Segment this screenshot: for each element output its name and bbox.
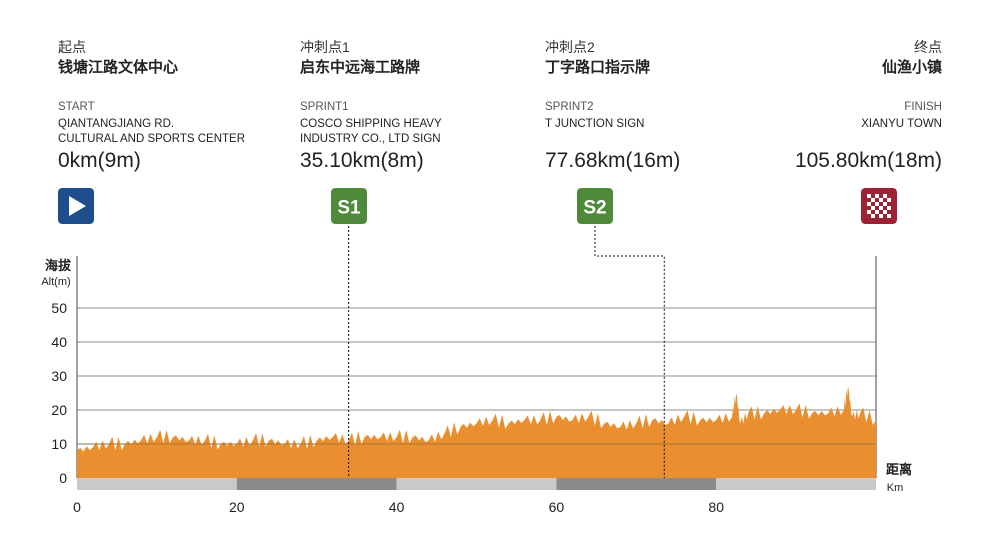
sprint-marker-lines [348,226,665,478]
x-axis-label-en: Km [887,482,904,494]
x-tick-label: 40 [389,499,405,515]
checker-square [887,214,891,218]
waypoint-start: 起点 钱塘江路文体中心 START QIANTANGJIANG RD. CULT… [58,38,288,174]
x-axis-label-cn: 距离 [886,462,912,477]
waypoint-distance: 35.10km(8m) [300,149,424,172]
checker-square [871,214,875,218]
y-tick-label: 40 [51,334,67,350]
scale-segment [236,478,397,490]
checker-square [879,214,883,218]
checker-square [883,206,887,210]
scale-segment [77,478,237,490]
checker-square [879,194,883,198]
elevation-profile [77,386,876,478]
waypoint-cn-sub: 冲刺点1 [300,39,350,55]
checker-pattern [867,194,891,218]
x-tick-label: 60 [549,499,565,515]
waypoint-cn-sub: 冲刺点2 [545,39,595,55]
checker-square [883,202,887,206]
waypoint-en-name: XIANYU TOWN [861,118,942,130]
checker-square [871,206,875,210]
x-tick-label: 80 [708,499,724,515]
waypoint-en-sub: START [58,101,95,113]
sprint2-marker-line [594,226,665,478]
waypoint-distance: 0km(9m) [58,149,141,172]
checker-square [879,198,883,202]
scale-segment [396,478,557,490]
checker-square [887,210,891,214]
x-tick-label: 0 [73,499,81,515]
checker-square [871,198,875,202]
waypoint-en-name: COSCO SHIPPING HEAVY INDUSTRY CO., LTD S… [300,118,442,145]
checker-square [879,202,883,206]
waypoint-cn-name: 仙渔小镇 [881,59,942,76]
finish-flag-icon [861,188,897,224]
checker-square [875,202,879,206]
distance-scale-bar [77,478,876,490]
waypoint-en-sub: SPRINT2 [545,101,594,113]
y-tick-label: 30 [51,368,67,384]
elevation-area [77,386,876,478]
checker-square [867,194,871,198]
checker-square [867,206,871,210]
waypoint-cn-name: 钱塘江路文体中心 [58,59,179,76]
checker-square [883,210,887,214]
x-axis-ticks: 0 20 40 60 80 [73,499,724,515]
y-axis-ticks: 0 10 20 30 40 50 [51,300,67,486]
waypoint-en-name: T JUNCTION SIGN [545,118,645,130]
scale-segment [556,478,717,490]
waypoint-cn-name: 丁字路口指示牌 [545,59,651,76]
waypoint-sprint1: 冲刺点1 启东中远海工路牌 SPRINT1 COSCO SHIPPING HEA… [300,38,530,174]
x-tick-label: 20 [229,499,245,515]
scale-segment [716,478,876,490]
checker-square [871,210,875,214]
checker-square [875,210,879,214]
y-tick-label: 0 [59,470,67,486]
waypoint-en-name: QIANTANGJIANG RD. CULTURAL AND SPORTS CE… [58,118,246,145]
sprint1-badge-label: S1 [337,198,361,219]
checker-square [887,206,891,210]
start-icon [58,188,94,224]
waypoint-finish: 终点 仙渔小镇 FINISH XIANYU TOWN 105.80km(18m) [712,38,942,174]
checker-square [871,194,875,198]
waypoint-sprint2: 冲刺点2 丁字路口指示牌 SPRINT2 T JUNCTION SIGN 77.… [545,38,775,174]
checker-square [883,214,887,218]
checker-square [867,202,871,206]
checker-square [875,198,879,202]
checker-square [879,206,883,210]
checker-square [887,198,891,202]
checker-square [867,210,871,214]
waypoint-en-sub: SPRINT1 [300,101,349,113]
checker-square [879,210,883,214]
checker-square [887,202,891,206]
checker-square [875,206,879,210]
checker-square [883,198,887,202]
sprint2-badge: S2 [577,188,613,224]
checker-square [875,214,879,218]
sprint2-badge-label: S2 [583,198,606,219]
y-tick-label: 20 [51,402,67,418]
checker-square [883,194,887,198]
waypoint-distance: 77.68km(16m) [545,149,681,172]
y-tick-label: 50 [51,300,67,316]
checker-square [867,198,871,202]
waypoint-distance: 105.80km(18m) [794,149,942,172]
y-axis-label-en: Alt(m) [41,276,70,288]
checker-square [867,214,871,218]
waypoint-cn-sub: 终点 [914,39,942,55]
checker-square [875,194,879,198]
waypoint-cn-sub: 起点 [58,39,86,55]
waypoint-en-sub: FINISH [904,101,942,113]
y-tick-label: 10 [51,436,67,452]
checker-square [887,194,891,198]
waypoint-cn-name: 启东中远海工路牌 [300,59,421,76]
checker-square [871,202,875,206]
y-axis-label-cn: 海拔 [45,258,72,273]
sprint1-badge: S1 [331,188,367,224]
